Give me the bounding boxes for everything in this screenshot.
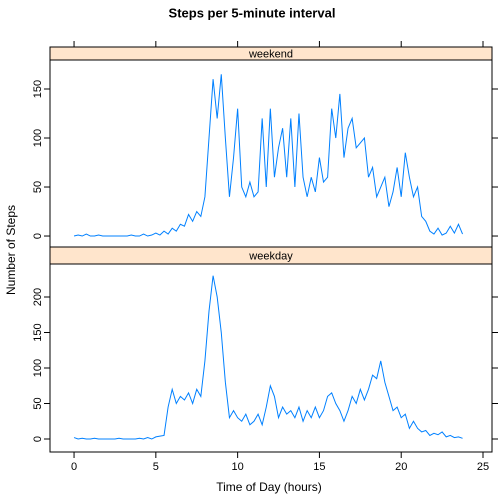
data-line [73,275,463,440]
x-tick-label: 0 [71,461,77,473]
y-tick-label: 0 [32,233,44,239]
y-tick-label: 50 [32,397,44,409]
y-tick-label: 50 [32,181,44,193]
x-tick-label: 10 [232,461,244,473]
x-tick-label: 5 [153,461,159,473]
y-tick-label: 150 [32,80,44,98]
strip-label: weekday [248,250,293,262]
y-tick-label: 150 [32,323,44,341]
x-tick-label: 15 [313,461,325,473]
y-axis-label: Number of Steps [4,205,18,295]
panel [49,263,493,453]
y-tick-label: 0 [32,436,44,442]
chart-title: Steps per 5-minute interval [169,5,336,20]
x-tick-label: 25 [477,461,489,473]
x-axis-label: Time of Day (hours) [216,480,322,494]
y-tick-label: 100 [32,359,44,377]
x-tick-label: 20 [395,461,407,473]
data-line [73,74,464,237]
strip-label: weekend [248,48,293,60]
y-tick-label: 200 [32,288,44,306]
y-tick-label: 100 [32,129,44,147]
panel [49,59,493,248]
